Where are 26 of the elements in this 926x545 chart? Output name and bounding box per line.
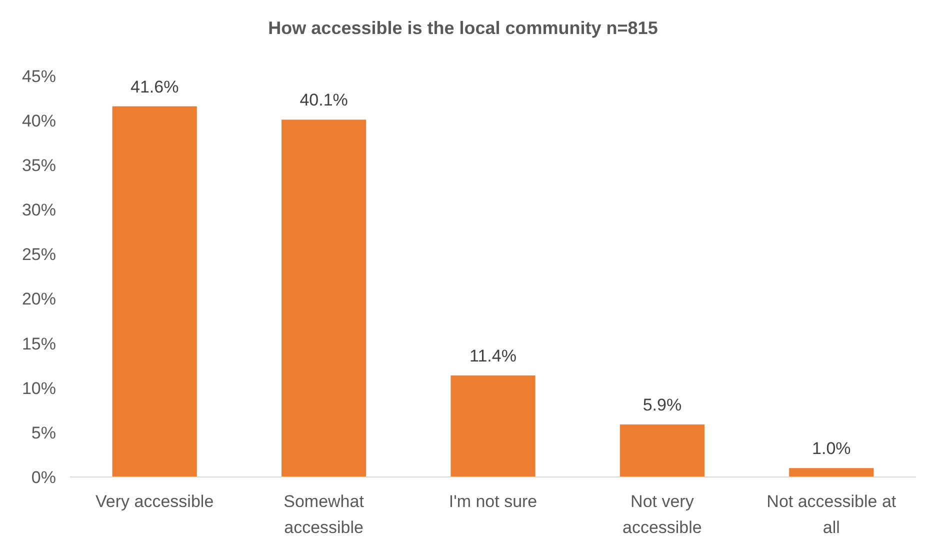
- bar: [450, 375, 536, 477]
- y-tick-label: 40%: [22, 112, 56, 131]
- data-label: 1.0%: [812, 439, 851, 458]
- y-tick-label: 0%: [31, 468, 56, 487]
- y-tick-label: 25%: [22, 245, 56, 264]
- bar: [789, 468, 874, 477]
- y-tick-label: 20%: [22, 290, 56, 309]
- y-tick-label: 15%: [22, 334, 56, 354]
- x-tick-label: Not very accessible: [622, 492, 702, 537]
- x-tick-label: I'm not sure: [448, 492, 538, 511]
- bar: [282, 120, 366, 477]
- data-label: 5.9%: [642, 395, 682, 414]
- x-tick-label: Not accessible at all: [766, 492, 896, 537]
- x-tick-label: Very accessible: [96, 492, 214, 511]
- y-tick-label: 10%: [22, 378, 56, 398]
- data-label: 11.4%: [470, 346, 516, 366]
- chart-title: How accessible is the local community n=815: [268, 18, 658, 38]
- x-tick-label: Somewhat accessible: [284, 492, 364, 537]
- y-tick-label: 35%: [22, 156, 56, 176]
- bar: [620, 424, 704, 477]
- y-tick-label: 30%: [22, 200, 56, 220]
- data-label: 40.1%: [300, 90, 348, 110]
- y-tick-label: 45%: [22, 66, 56, 86]
- y-tick-label: 5%: [31, 423, 56, 442]
- data-label: 41.6%: [130, 77, 179, 96]
- bar: [112, 106, 197, 477]
